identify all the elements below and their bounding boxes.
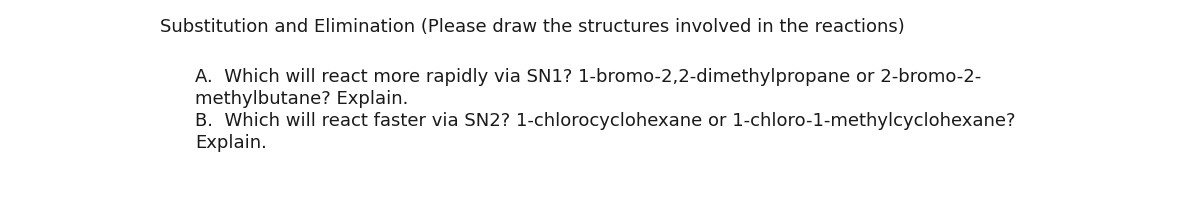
Text: A.  Which will react more rapidly via SN1? 1-bromo-2,2-dimethylpropane or 2-brom: A. Which will react more rapidly via SN1… xyxy=(194,68,982,86)
Text: Substitution and Elimination (Please draw the structures involved in the reactio: Substitution and Elimination (Please dra… xyxy=(160,18,905,36)
Text: methylbutane? Explain.: methylbutane? Explain. xyxy=(194,90,408,108)
Text: Explain.: Explain. xyxy=(194,134,266,152)
Text: B.  Which will react faster via SN2? 1-chlorocyclohexane or 1-chloro-1-methylcyc: B. Which will react faster via SN2? 1-ch… xyxy=(194,112,1015,130)
